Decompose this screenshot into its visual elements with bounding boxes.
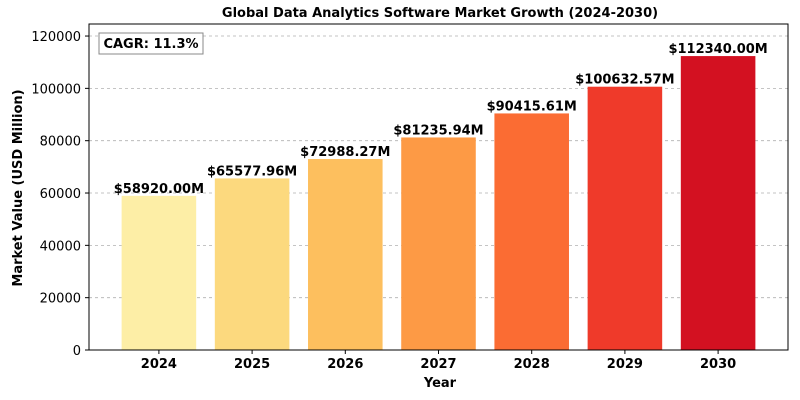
y-tick-label: 60000	[40, 187, 81, 202]
value-label: $65577.96M	[207, 164, 297, 179]
y-tick-label: 40000	[40, 239, 81, 254]
y-tick-label: 0	[73, 344, 81, 359]
x-tick-label: 2029	[607, 357, 643, 372]
value-label: $81235.94M	[393, 123, 483, 138]
x-tick-label: 2028	[514, 357, 550, 372]
bar	[494, 113, 569, 351]
y-tick-label: 20000	[40, 292, 81, 307]
annotation: CAGR: 11.3%	[103, 37, 198, 52]
bars	[121, 56, 756, 351]
bar	[308, 159, 383, 350]
bar	[121, 195, 197, 350]
annotation-box	[98, 32, 204, 55]
value-label: $90415.61M	[487, 99, 577, 114]
y-axis-label: Market Value (USD Million)	[11, 89, 26, 286]
x-tick-label: 2030	[700, 357, 736, 372]
value-label: $112340.00M	[668, 42, 767, 57]
value-label: $58920.00M	[114, 182, 204, 197]
x-tick-label: 2025	[234, 357, 270, 372]
bar	[587, 86, 663, 350]
x-tick-label: 2026	[327, 357, 363, 372]
bar	[680, 56, 756, 351]
x-tick-label: 2027	[420, 357, 456, 372]
y-tick-label: 100000	[31, 82, 81, 97]
bar	[214, 178, 290, 350]
chart-title: Global Data Analytics Software Market Gr…	[222, 6, 658, 21]
x-axis-label: Year	[423, 376, 457, 391]
y-tick-label: 120000	[31, 30, 81, 45]
y-tick-label: 80000	[40, 135, 81, 150]
value-label: $72988.27M	[300, 145, 390, 160]
value-label: $100632.57M	[575, 73, 674, 88]
x-tick-label: 2024	[141, 357, 177, 372]
bar	[401, 137, 476, 350]
